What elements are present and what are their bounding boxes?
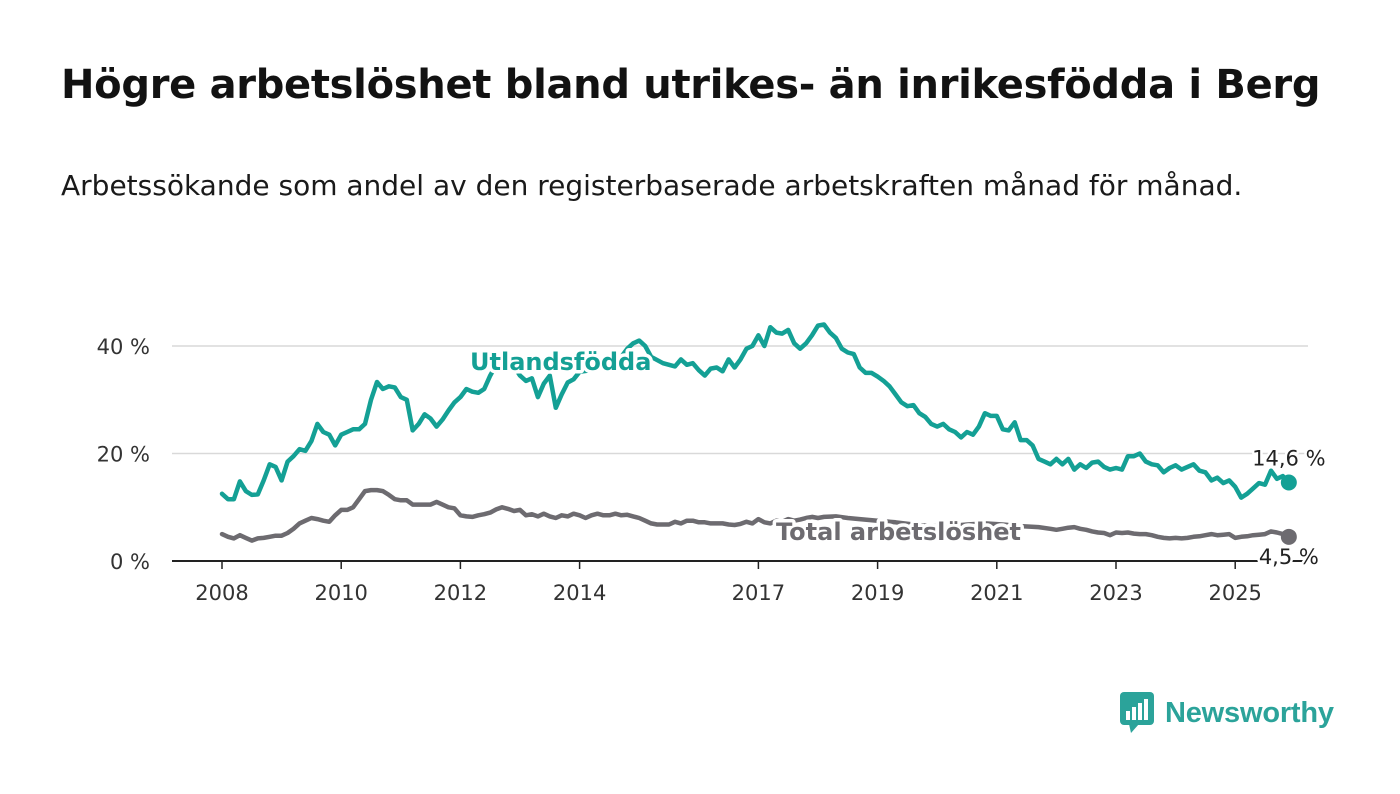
x-tick-label: 2021 bbox=[970, 581, 1023, 605]
series-line-utlandsfodda bbox=[219, 322, 1292, 502]
brand-name: Newsworthy bbox=[1165, 696, 1334, 729]
newsworthy-logo[interactable]: Newsworthy bbox=[1119, 691, 1334, 735]
chart-subtitle: Arbetssökande som andel av den registerb… bbox=[61, 169, 1243, 202]
x-tick-label: 2023 bbox=[1089, 581, 1142, 605]
y-tick-label: 40 % bbox=[97, 335, 150, 359]
x-tick-label: 2025 bbox=[1208, 581, 1261, 605]
x-tick-label: 2010 bbox=[314, 581, 367, 605]
end-value-label: 4,5 % bbox=[1259, 545, 1319, 569]
line-chart: 0 % 20 % 40 % 2008 2010 2012 2014 2017 2019 2021… bbox=[96, 322, 1328, 605]
end-value-label: 14,6 % bbox=[1252, 447, 1325, 471]
chart-title: Högre arbetslöshet bland utrikes- än inr… bbox=[61, 62, 1321, 108]
y-tick-labels: 0 % 20 % 40 % bbox=[97, 335, 150, 574]
y-tick-label: 0 % bbox=[110, 550, 150, 574]
bar-chart-speech-bubble-icon bbox=[1120, 692, 1154, 733]
end-point-marker bbox=[1280, 474, 1297, 491]
end-point-marker bbox=[1280, 528, 1297, 545]
x-tick-label: 2019 bbox=[851, 581, 904, 605]
y-tick-label: 20 % bbox=[97, 443, 150, 467]
series-label-utlandsfodda: Utlandsfödda bbox=[470, 348, 651, 376]
series-line-total bbox=[219, 487, 1292, 543]
series-lines bbox=[219, 322, 1292, 543]
x-tick-label: 2014 bbox=[553, 581, 606, 605]
x-axis: 2008 2010 2012 2014 2017 2019 2021 2023 2025 bbox=[172, 560, 1308, 605]
series-label-total: Total arbetslöshet bbox=[776, 518, 1021, 546]
series-labels: Utlandsfödda Total arbetslöshet bbox=[467, 345, 1025, 550]
x-tick-label: 2017 bbox=[732, 581, 785, 605]
x-tick-label: 2008 bbox=[195, 581, 248, 605]
gridlines bbox=[172, 345, 1308, 455]
x-tick-label: 2012 bbox=[434, 581, 487, 605]
end-markers: 14,6 % 4,5 % bbox=[1250, 444, 1328, 571]
